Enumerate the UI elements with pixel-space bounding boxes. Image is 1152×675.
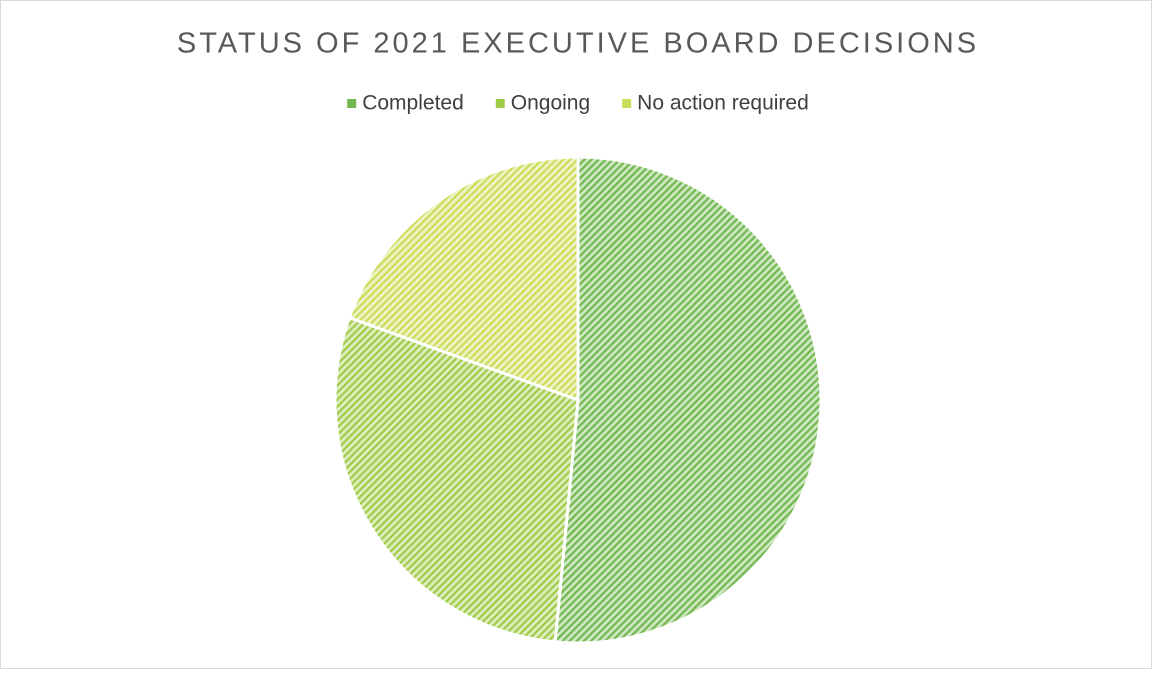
legend-marker: [622, 99, 632, 108]
chart-title: STATUS OF 2021 EXECUTIVE BOARD DECISIONS: [177, 28, 979, 60]
legend: Completed Ongoing No action required: [347, 92, 809, 115]
legend-item: Ongoing: [495, 92, 590, 115]
legend-label: Completed: [362, 92, 464, 115]
legend-item: No action required: [622, 92, 809, 115]
legend-marker: [347, 99, 357, 108]
pie-slice: [333, 315, 580, 644]
legend-label: No action required: [637, 92, 809, 115]
pie-slice: [553, 155, 823, 645]
legend-marker: [495, 99, 505, 108]
legend-label: Ongoing: [511, 92, 590, 115]
legend-item: Completed: [347, 92, 464, 115]
pie-slice: [347, 155, 580, 403]
